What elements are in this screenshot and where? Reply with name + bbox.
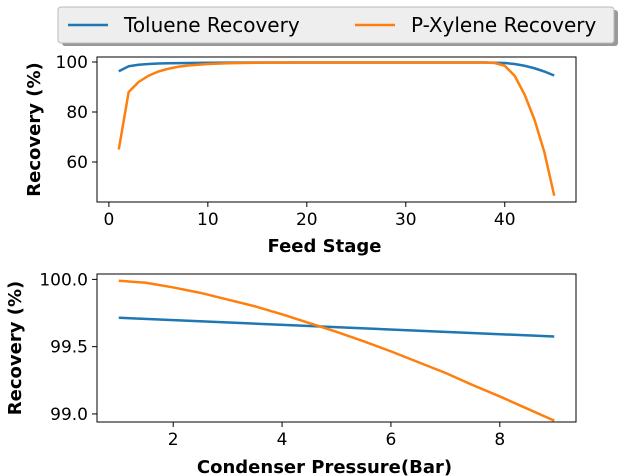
bottom-y-tick-label: 99.0 — [50, 405, 88, 425]
bottom-y-tick-label: 99.5 — [50, 338, 88, 358]
legend-label-toluene-recovery: Toluene Recovery — [123, 13, 300, 37]
top-series-line-p-xylene-recovery — [117, 61, 556, 197]
feed-stage-plot: 0 10 20 30 40 60 80 100 Feed Stage Recovery (%) — [24, 53, 577, 257]
bottom-y-axis-label: Recovery (%) — [5, 281, 26, 415]
top-x-tick-label: 40 — [494, 210, 516, 230]
bottom-x-tick-label: 4 — [277, 430, 288, 450]
top-x-tick-label: 10 — [197, 210, 219, 230]
condenser-pressure-plot: 2 4 6 8 99.0 99.5 100.0 Condenser Pressure(Bar)… — [5, 270, 577, 476]
top-series-line-toluene-recovery — [118, 61, 555, 77]
legend-box — [57, 6, 615, 44]
bottom-series-line-p-xylene-recovery — [118, 279, 555, 422]
top-y-axis-label: Recovery (%) — [24, 62, 45, 196]
bottom-x-tick-label: 2 — [168, 430, 179, 450]
bottom-axes-frame — [96, 273, 577, 423]
top-x-tick-label: 20 — [296, 210, 318, 230]
top-axes-frame — [96, 56, 577, 203]
bottom-y-tick-label: 100.0 — [39, 270, 88, 290]
top-y-tick-label: 80 — [66, 103, 88, 123]
top-x-tick-label: 0 — [103, 210, 114, 230]
bottom-x-tick-label: 8 — [494, 430, 505, 450]
top-x-tick-label: 30 — [395, 210, 417, 230]
bottom-x-axis-label: Condenser Pressure(Bar) — [197, 457, 452, 476]
bottom-x-tick-label: 6 — [386, 430, 397, 450]
legend-label-p-xylene-recovery: P-Xylene Recovery — [411, 13, 596, 37]
top-y-tick-label: 100 — [56, 53, 88, 73]
top-y-tick-label: 60 — [66, 153, 88, 173]
top-x-axis-label: Feed Stage — [268, 236, 382, 257]
legend: Toluene Recovery P-Xylene Recovery — [57, 6, 618, 46]
bottom-series-line-toluene-recovery — [118, 316, 555, 338]
